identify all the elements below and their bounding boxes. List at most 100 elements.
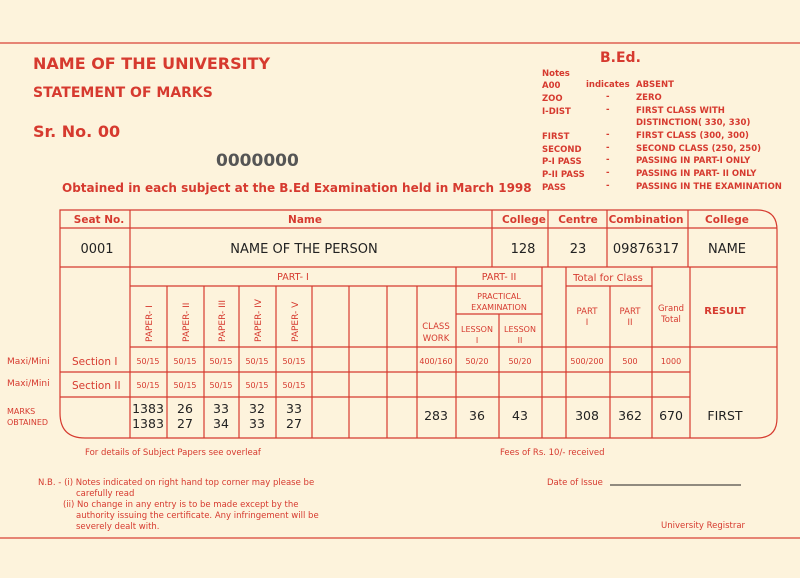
paper-mark: 26 xyxy=(177,401,193,416)
section2-max-min: 50/15 xyxy=(136,381,159,390)
nb-line: authority issuing the certificate. Any i… xyxy=(76,511,319,521)
notes-title: Notes xyxy=(542,69,570,79)
practical-header: PRACTICAL xyxy=(477,292,521,301)
section1-max-min: 50/15 xyxy=(136,357,159,366)
header-combination: Combination xyxy=(609,214,684,226)
total-part1-header: I xyxy=(586,318,589,328)
details-note: For details of Subject Papers see overle… xyxy=(85,448,262,458)
total-mark: FIRST xyxy=(707,408,742,423)
centre-code: 23 xyxy=(570,242,587,257)
note-meaning: SECOND CLASS (250, 250) xyxy=(636,144,761,154)
note-meaning: DISTINCTION( 330, 330) xyxy=(636,118,750,128)
university-name: NAME OF THE UNIVERSITY xyxy=(33,54,270,73)
total-mark: 362 xyxy=(618,408,642,423)
serial-number: Sr. No. 00 xyxy=(33,122,120,141)
paper-mark: 1383 xyxy=(132,416,164,431)
fees-note: Fees of Rs. 10/- received xyxy=(500,448,605,458)
practical-header: EXAMINATION xyxy=(471,303,527,312)
result-header: RESULT xyxy=(704,306,746,317)
subject-headers: PART- I PART- II Total for Class PAPER- … xyxy=(145,272,746,345)
note-code: ZOO xyxy=(542,94,563,104)
section-label: Section I xyxy=(72,356,117,368)
notes: Notes A00 indicates ABSENT ZOO - ZERO I-… xyxy=(542,69,782,193)
note-meaning: PASSING IN THE EXAMINATION xyxy=(636,182,782,192)
note-sep: - xyxy=(606,105,610,115)
footer: For details of Subject Papers see overle… xyxy=(38,448,746,532)
total-part2-header: PART xyxy=(620,307,642,317)
maxi-mini-label: Maxi/Mini xyxy=(7,379,50,389)
note-meaning: ZERO xyxy=(636,93,662,103)
section-label: Section II xyxy=(72,380,121,392)
part2-label: PART- II xyxy=(482,272,517,283)
section1-max-min: 50/15 xyxy=(245,357,268,366)
note-code: P-II PASS xyxy=(542,170,585,180)
paper-mark: 34 xyxy=(213,416,229,431)
total-for-class-label: Total for Class xyxy=(572,273,643,284)
section2-max-min: 50/15 xyxy=(209,381,232,390)
paper-mark: 33 xyxy=(213,401,229,416)
header-college-name: College xyxy=(705,214,749,226)
grand-total-header: Grand xyxy=(658,304,684,314)
total-mark: 670 xyxy=(659,408,683,423)
section1-max-min: 50/20 xyxy=(465,357,488,366)
section2-max-min: 50/15 xyxy=(173,381,196,390)
exam-description: Obtained in each subject at the B.Ed Exa… xyxy=(62,181,532,195)
class-work-header: CLASS xyxy=(422,322,449,332)
header-seat-no: Seat No. xyxy=(74,214,124,226)
combination: 09876317 xyxy=(613,242,679,257)
candidate-name: NAME OF THE PERSON xyxy=(230,242,377,257)
note-meaning: FIRST CLASS (300, 300) xyxy=(636,131,749,141)
section2-max-min: 50/15 xyxy=(282,381,305,390)
nb-line: carefully read xyxy=(76,489,134,499)
nb-line: (ii) No change in any entry is to be mad… xyxy=(63,500,299,510)
total-mark: 308 xyxy=(575,408,599,423)
college-name: NAME xyxy=(708,242,746,257)
paper-mark: 27 xyxy=(286,416,302,431)
grand-total-header: Total xyxy=(660,315,681,325)
nb-line: severely dealt with. xyxy=(76,522,160,532)
lesson1-header: I xyxy=(476,336,478,345)
total-mark: 36 xyxy=(469,408,485,423)
note-sep: indicates xyxy=(586,80,630,90)
section1-max-min: 50/15 xyxy=(209,357,232,366)
section1-max-min: 50/15 xyxy=(282,357,305,366)
note-sep: - xyxy=(606,155,610,165)
total-mark: 43 xyxy=(512,408,528,423)
paper-header: PAPER- II xyxy=(182,303,192,342)
statement-title: STATEMENT OF MARKS xyxy=(33,85,213,101)
paper-header: PAPER- V xyxy=(291,301,301,342)
table-header: Seat No. Name College Centre Combination… xyxy=(74,214,749,226)
total-part2-header: II xyxy=(627,318,632,328)
note-meaning: ABSENT xyxy=(636,80,674,90)
total-mark: 283 xyxy=(424,408,448,423)
paper-mark: 32 xyxy=(249,401,265,416)
note-sep: - xyxy=(606,130,610,140)
lesson1-header: LESSON xyxy=(461,325,493,334)
part1-label: PART- I xyxy=(277,272,309,283)
lesson2-header: II xyxy=(518,336,523,345)
section1-max-min: 400/160 xyxy=(419,357,452,366)
note-meaning: FIRST CLASS WITH xyxy=(636,106,725,116)
row-labels: Maxi/Mini Maxi/Mini MARKS OBTAINED Secti… xyxy=(7,356,121,427)
registrar-label: University Registrar xyxy=(661,521,746,531)
note-sep: - xyxy=(606,92,610,102)
marks-obtained-label: MARKS xyxy=(7,407,35,416)
total-part1-header: PART xyxy=(577,307,599,317)
paper-mark: 33 xyxy=(286,401,302,416)
note-sep: - xyxy=(606,181,610,191)
section1-max-min: 1000 xyxy=(661,357,681,366)
certificate-number: 0000000 xyxy=(216,151,299,171)
note-meaning: PASSING IN PART- II ONLY xyxy=(636,169,757,179)
paper-mark: 1383 xyxy=(132,401,164,416)
note-code: A00 xyxy=(542,81,560,91)
candidate-row: 0001 NAME OF THE PERSON 128 23 09876317 … xyxy=(80,242,746,257)
outer-border xyxy=(0,42,800,539)
paper-header: PAPER- III xyxy=(218,300,228,342)
note-meaning: PASSING IN PART-I ONLY xyxy=(636,156,751,166)
paper-mark: 33 xyxy=(249,416,265,431)
marks-table-grid xyxy=(59,209,778,439)
paper-header: PAPER- I xyxy=(145,305,155,342)
section1-max-min: 500 xyxy=(622,357,637,366)
note-code: FIRST xyxy=(542,132,570,142)
